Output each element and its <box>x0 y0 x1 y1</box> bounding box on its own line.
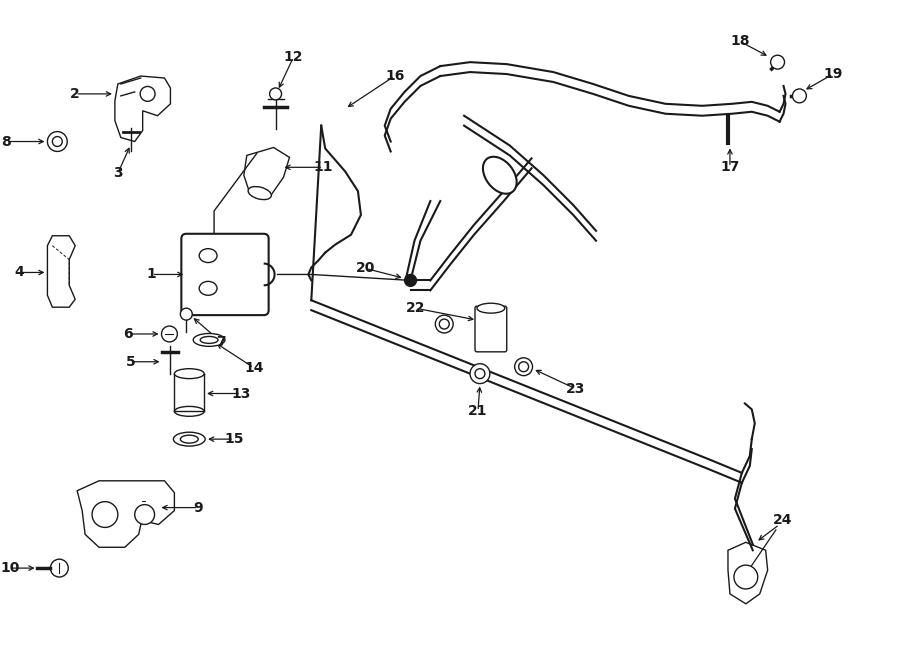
Ellipse shape <box>470 363 490 383</box>
FancyBboxPatch shape <box>475 307 507 352</box>
Circle shape <box>270 88 282 100</box>
Ellipse shape <box>199 249 217 263</box>
Text: 18: 18 <box>730 34 750 48</box>
Circle shape <box>52 136 62 146</box>
Text: 2: 2 <box>70 87 80 101</box>
Circle shape <box>48 132 68 152</box>
Circle shape <box>180 308 193 320</box>
Ellipse shape <box>175 406 204 416</box>
Text: 21: 21 <box>468 404 488 418</box>
Circle shape <box>793 89 806 103</box>
Text: 14: 14 <box>244 361 264 375</box>
Ellipse shape <box>483 157 517 194</box>
Ellipse shape <box>248 187 271 200</box>
Text: 15: 15 <box>224 432 244 446</box>
Text: 1: 1 <box>147 267 157 281</box>
Text: 19: 19 <box>824 67 842 81</box>
Circle shape <box>770 55 785 69</box>
Text: 24: 24 <box>773 514 792 528</box>
Circle shape <box>92 502 118 528</box>
Text: 20: 20 <box>356 261 375 275</box>
Ellipse shape <box>477 303 505 313</box>
Ellipse shape <box>475 369 485 379</box>
Ellipse shape <box>194 334 225 346</box>
Ellipse shape <box>515 357 533 375</box>
Ellipse shape <box>175 369 204 379</box>
Text: 8: 8 <box>1 134 11 148</box>
Text: 12: 12 <box>284 50 303 64</box>
Ellipse shape <box>180 435 198 443</box>
Text: 5: 5 <box>126 355 136 369</box>
Circle shape <box>140 87 155 101</box>
Circle shape <box>734 565 758 589</box>
Text: 17: 17 <box>720 160 740 174</box>
Ellipse shape <box>436 315 454 333</box>
Text: 9: 9 <box>194 500 203 514</box>
Ellipse shape <box>518 361 528 371</box>
FancyBboxPatch shape <box>181 234 268 315</box>
Text: 23: 23 <box>565 381 585 395</box>
Text: 6: 6 <box>123 327 132 341</box>
Ellipse shape <box>439 319 449 329</box>
Circle shape <box>50 559 68 577</box>
Text: 10: 10 <box>0 561 20 575</box>
Text: 22: 22 <box>406 301 425 315</box>
Circle shape <box>135 504 155 524</box>
Text: 16: 16 <box>385 69 404 83</box>
Text: 3: 3 <box>113 166 122 180</box>
Ellipse shape <box>174 432 205 446</box>
Text: 11: 11 <box>313 160 333 174</box>
Circle shape <box>405 275 417 287</box>
Ellipse shape <box>199 281 217 295</box>
Circle shape <box>161 326 177 342</box>
Text: 4: 4 <box>14 265 24 279</box>
Text: 13: 13 <box>231 387 250 401</box>
Ellipse shape <box>200 336 218 344</box>
Text: 7: 7 <box>216 335 226 349</box>
